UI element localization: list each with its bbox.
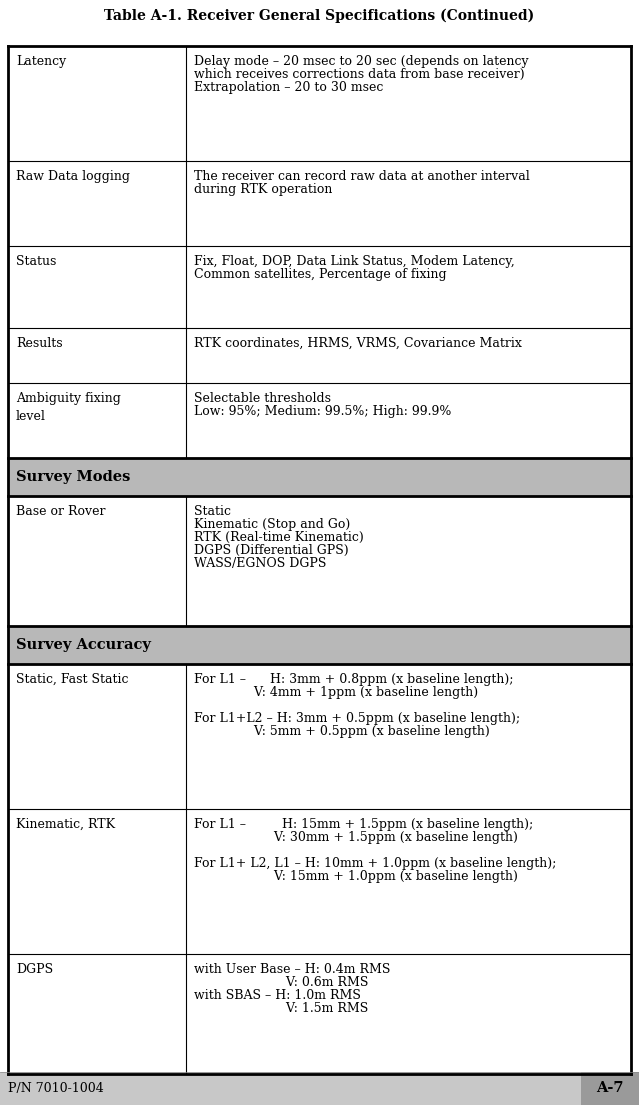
- Bar: [8, 954, 185, 1074]
- Text: Kinematic (Stop and Go): Kinematic (Stop and Go): [194, 518, 350, 532]
- Text: Delay mode – 20 msec to 20 sec (depends on latency: Delay mode – 20 msec to 20 sec (depends …: [194, 55, 528, 69]
- Bar: [185, 46, 631, 161]
- Bar: [8, 246, 185, 328]
- Text: RTK (Real-time Kinematic): RTK (Real-time Kinematic): [194, 532, 364, 544]
- Text: during RTK operation: during RTK operation: [194, 183, 332, 196]
- Bar: [185, 809, 631, 954]
- Text: A-7: A-7: [596, 1082, 624, 1095]
- Bar: [0, 1072, 639, 1105]
- Bar: [8, 664, 185, 809]
- Text: The receiver can record raw data at another interval: The receiver can record raw data at anot…: [194, 170, 529, 183]
- Bar: [8, 328, 185, 383]
- Text: V: 0.6m RMS: V: 0.6m RMS: [194, 976, 368, 989]
- Text: P/N 7010-1004: P/N 7010-1004: [8, 1082, 104, 1095]
- Text: with User Base – H: 0.4m RMS: with User Base – H: 0.4m RMS: [194, 962, 390, 976]
- Text: with SBAS – H: 1.0m RMS: with SBAS – H: 1.0m RMS: [194, 989, 360, 1002]
- Bar: [8, 46, 185, 161]
- Text: Survey Accuracy: Survey Accuracy: [16, 638, 151, 652]
- Text: Base or Rover: Base or Rover: [16, 505, 105, 518]
- Text: For L1+ L2, L1 – H: 10mm + 1.0ppm (x baseline length);: For L1+ L2, L1 – H: 10mm + 1.0ppm (x bas…: [194, 857, 556, 870]
- Text: Raw Data logging: Raw Data logging: [16, 170, 130, 183]
- Text: DGPS (Differential GPS): DGPS (Differential GPS): [194, 544, 348, 557]
- Bar: [185, 496, 631, 627]
- Text: V: 1.5m RMS: V: 1.5m RMS: [194, 1002, 368, 1015]
- Text: V: 5mm + 0.5ppm (x baseline length): V: 5mm + 0.5ppm (x baseline length): [194, 725, 489, 738]
- Text: WASS/EGNOS DGPS: WASS/EGNOS DGPS: [194, 557, 326, 570]
- Text: Selectable thresholds: Selectable thresholds: [194, 392, 330, 406]
- Text: Results: Results: [16, 337, 63, 350]
- Text: For L1 –      H: 3mm + 0.8ppm (x baseline length);: For L1 – H: 3mm + 0.8ppm (x baseline len…: [194, 673, 513, 686]
- Bar: [185, 161, 631, 246]
- Text: Status: Status: [16, 255, 56, 269]
- Bar: [185, 954, 631, 1074]
- Text: V: 15mm + 1.0ppm (x baseline length): V: 15mm + 1.0ppm (x baseline length): [194, 870, 518, 883]
- Text: RTK coordinates, HRMS, VRMS, Covariance Matrix: RTK coordinates, HRMS, VRMS, Covariance …: [194, 337, 521, 350]
- Text: Latency: Latency: [16, 55, 66, 69]
- Text: Survey Modes: Survey Modes: [16, 470, 130, 484]
- Bar: [185, 246, 631, 328]
- Bar: [185, 664, 631, 809]
- Bar: [8, 627, 631, 664]
- Text: which receives corrections data from base receiver): which receives corrections data from bas…: [194, 69, 524, 81]
- Text: Fix, Float, DOP, Data Link Status, Modem Latency,: Fix, Float, DOP, Data Link Status, Modem…: [194, 255, 514, 269]
- Text: Ambiguity fixing
level: Ambiguity fixing level: [16, 392, 121, 423]
- Text: Static, Fast Static: Static, Fast Static: [16, 673, 128, 686]
- Text: Low: 95%; Medium: 99.5%; High: 99.9%: Low: 95%; Medium: 99.5%; High: 99.9%: [194, 406, 451, 418]
- Text: Common satellites, Percentage of fixing: Common satellites, Percentage of fixing: [194, 269, 446, 281]
- Text: For L1+L2 – H: 3mm + 0.5ppm (x baseline length);: For L1+L2 – H: 3mm + 0.5ppm (x baseline …: [194, 712, 520, 725]
- Bar: [8, 383, 185, 457]
- Text: Table A-1. Receiver General Specifications (Continued): Table A-1. Receiver General Specificatio…: [104, 9, 535, 23]
- Text: DGPS: DGPS: [16, 962, 53, 976]
- Text: Extrapolation – 20 to 30 msec: Extrapolation – 20 to 30 msec: [194, 81, 383, 94]
- Bar: [581, 1072, 639, 1105]
- Bar: [8, 496, 185, 627]
- Text: Kinematic, RTK: Kinematic, RTK: [16, 818, 115, 831]
- Bar: [8, 457, 631, 496]
- Bar: [8, 809, 185, 954]
- Text: Static: Static: [194, 505, 231, 518]
- Text: V: 30mm + 1.5ppm (x baseline length): V: 30mm + 1.5ppm (x baseline length): [194, 831, 518, 844]
- Text: For L1 –         H: 15mm + 1.5ppm (x baseline length);: For L1 – H: 15mm + 1.5ppm (x baseline le…: [194, 818, 533, 831]
- Bar: [8, 161, 185, 246]
- Text: V: 4mm + 1ppm (x baseline length): V: 4mm + 1ppm (x baseline length): [194, 686, 478, 699]
- Bar: [185, 328, 631, 383]
- Bar: [185, 383, 631, 457]
